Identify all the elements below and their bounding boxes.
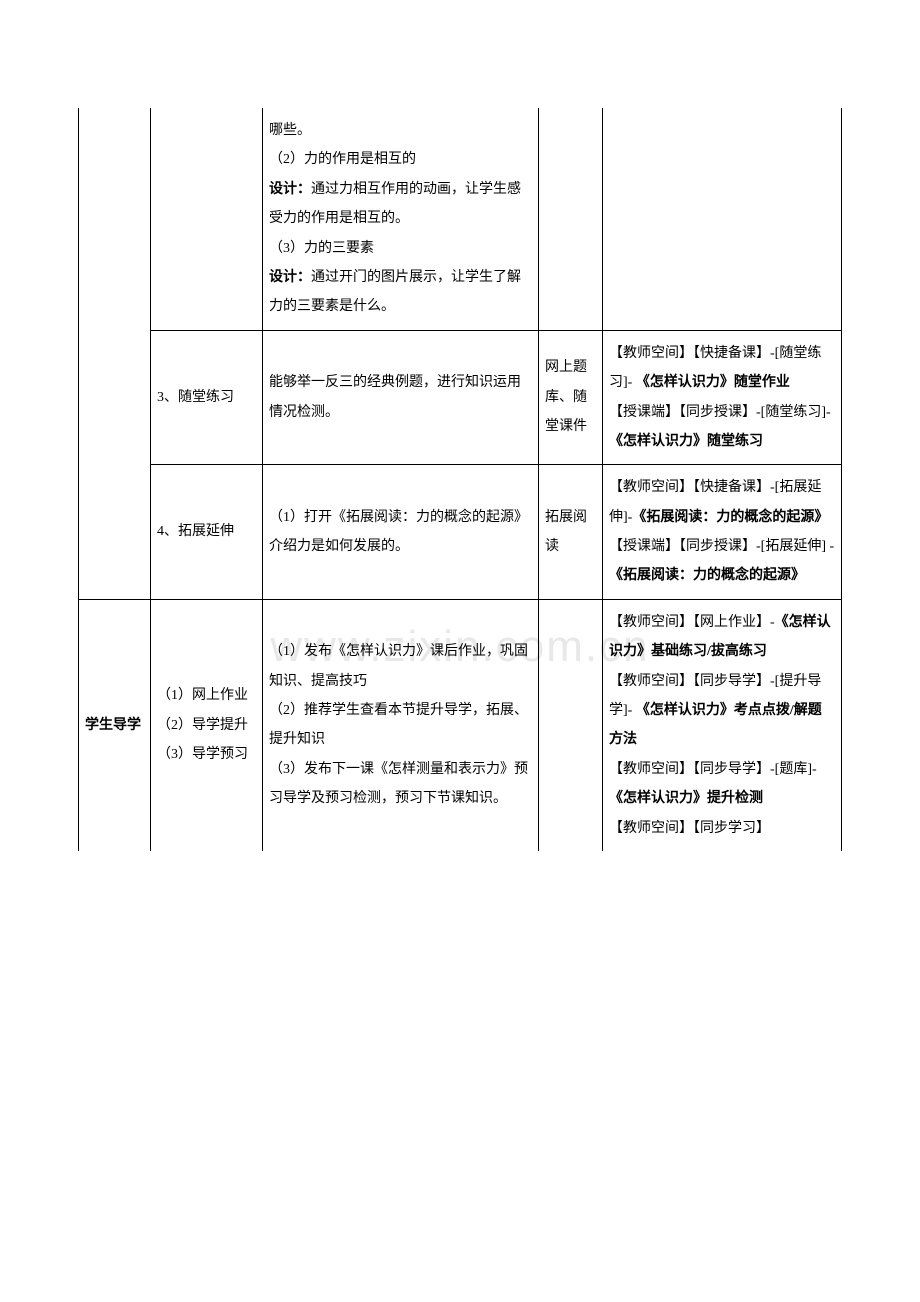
text-line: （2）导学提升: [157, 711, 256, 740]
text-line: （1）发布《怎样认识力》课后作业，巩固知识、提高技巧: [269, 637, 532, 696]
bold-title: 《怎样认识力》提升检测: [609, 791, 763, 806]
bold-label: 设计：: [269, 270, 311, 285]
text-span: 【教师空间】【同步学习】: [609, 821, 770, 836]
cell-resource: 拓展阅读: [539, 465, 603, 600]
cell-resource: [539, 108, 603, 330]
text-line: （3）力的三要素: [269, 234, 532, 263]
text-line: 设计：通过力相互作用的动画，让学生感受力的作用是相互的。: [269, 175, 532, 234]
cell-resource: [539, 599, 603, 851]
table-row: 4、拓展延伸 （1）打开《拓展阅读：力的概念的起源》介绍力是如何发展的。 拓展阅…: [79, 465, 842, 600]
cell-resource: 网上题库、随堂课件: [539, 330, 603, 465]
bold-title: 《怎样认识力》随堂作业: [636, 375, 790, 390]
text-span: 【授课端】【同步授课】-[随堂练习]-: [609, 405, 831, 420]
bold-title: 《怎样认识力》考点点拨/解题方法: [609, 703, 822, 747]
cell-path: 【教师空间】【网上作业】-《怎样认识力》基础练习/拔高练习 【教师空间】【同步导…: [603, 599, 842, 851]
cell-design: （1）打开《拓展阅读：力的概念的起源》介绍力是如何发展的。: [263, 465, 539, 600]
table-row: 哪些。 （2）力的作用是相互的 设计：通过力相互作用的动画，让学生感受力的作用是…: [79, 108, 842, 330]
text-line: 设计：通过开门的图片展示，让学生了解力的三要素是什么。: [269, 263, 532, 322]
text-line: （2）推荐学生查看本节提升导学，拓展、提升知识: [269, 696, 532, 755]
text-span: 【教师空间】【网上作业】-: [609, 615, 775, 630]
cell-design: 哪些。 （2）力的作用是相互的 设计：通过力相互作用的动画，让学生感受力的作用是…: [263, 108, 539, 330]
cell-path: [603, 108, 842, 330]
cell-stage: 学生导学: [79, 599, 151, 851]
cell-design: 能够举一反三的经典例题，进行知识运用情况检测。: [263, 330, 539, 465]
cell-step: 3、随堂练习: [151, 330, 263, 465]
bold-label: 设计：: [269, 182, 311, 197]
bold-title: 《怎样认识力》随堂练习: [609, 434, 763, 449]
text-line: （1）网上作业: [157, 681, 256, 710]
text-line: 哪些。: [269, 116, 532, 145]
cell-step: 4、拓展延伸: [151, 465, 263, 600]
bold-title: 《拓展阅读：力的概念的起源》: [632, 510, 828, 525]
text-span: 【教师空间】【同步导学】-[题库]-: [609, 762, 817, 777]
text-span: 【授课端】【同步授课】-[拓展延伸] -: [609, 539, 834, 554]
cell-step: （1）网上作业 （2）导学提升 （3）导学预习: [151, 599, 263, 851]
cell-path: 【教师空间】【快捷备课】-[随堂练习]- 《怎样认识力》随堂作业 【授课端】【同…: [603, 330, 842, 465]
text-line: （3）导学预习: [157, 740, 256, 769]
bold-title: 《拓展阅读：力的概念的起源》: [609, 568, 805, 583]
document-page: 哪些。 （2）力的作用是相互的 设计：通过力相互作用的动画，让学生感受力的作用是…: [0, 0, 920, 851]
cell-path: 【教师空间】【快捷备课】-[拓展延伸]-《拓展阅读：力的概念的起源》 【授课端】…: [603, 465, 842, 600]
cell-stage: [79, 108, 151, 599]
table-row: 3、随堂练习 能够举一反三的经典例题，进行知识运用情况检测。 网上题库、随堂课件…: [79, 330, 842, 465]
lesson-table: 哪些。 （2）力的作用是相互的 设计：通过力相互作用的动画，让学生感受力的作用是…: [78, 108, 842, 851]
text-line: （3）发布下一课《怎样测量和表示力》预习导学及预习检测，预习下节课知识。: [269, 755, 532, 814]
table-row: 学生导学 （1）网上作业 （2）导学提升 （3）导学预习 （1）发布《怎样认识力…: [79, 599, 842, 851]
cell-step: [151, 108, 263, 330]
cell-design: （1）发布《怎样认识力》课后作业，巩固知识、提高技巧 （2）推荐学生查看本节提升…: [263, 599, 539, 851]
text-line: （2）力的作用是相互的: [269, 145, 532, 174]
